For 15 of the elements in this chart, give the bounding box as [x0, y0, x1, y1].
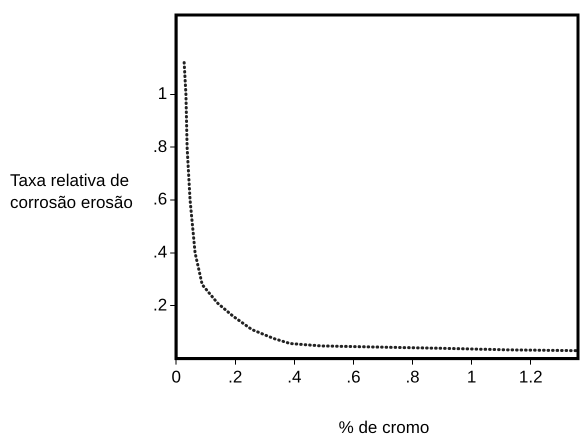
x-tick-label: 0	[171, 367, 181, 386]
y-tick-label: .8	[152, 136, 168, 156]
x-tick-label: .2	[228, 367, 242, 386]
x-tick-label: 1.2	[518, 367, 543, 386]
y-tick-label: .4	[152, 242, 168, 262]
y-tick-label: .2	[152, 295, 168, 314]
y-tick-label: .6	[152, 190, 168, 209]
line-series	[182, 61, 578, 352]
x-tick-label: 1	[466, 367, 476, 386]
y-tick-label: 1	[158, 84, 168, 103]
x-axis-title: % de cromo	[338, 418, 430, 438]
y-axis-title: Taxa relativa de corrosão erosão	[10, 170, 134, 214]
x-tick-label: .6	[346, 367, 361, 386]
x-tick-label: .4	[287, 367, 302, 386]
x-tick-label: .8	[405, 367, 420, 386]
